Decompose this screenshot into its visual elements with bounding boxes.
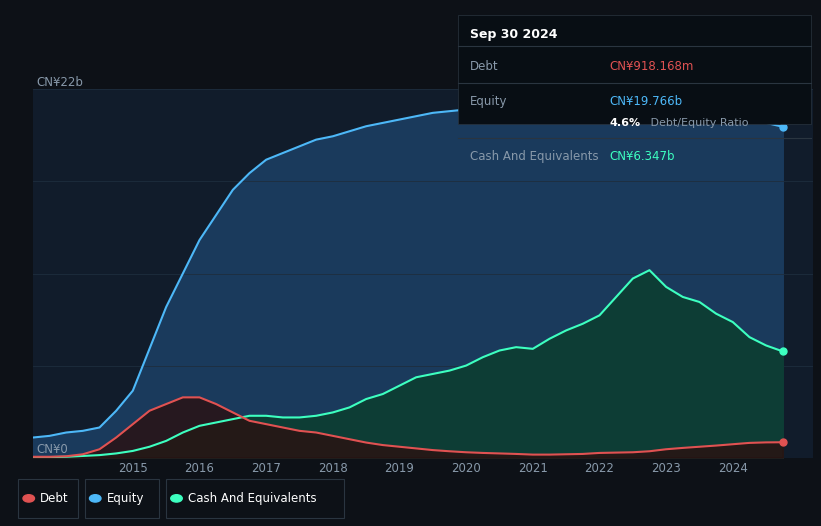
Text: Equity: Equity [107,492,144,505]
Text: Debt/Equity Ratio: Debt/Equity Ratio [647,117,749,128]
Text: Cash And Equivalents: Cash And Equivalents [470,150,599,163]
Text: 4.6%: 4.6% [609,117,640,128]
Text: CN¥19.766b: CN¥19.766b [609,95,682,108]
Text: Cash And Equivalents: Cash And Equivalents [188,492,317,505]
Text: Debt: Debt [470,60,498,73]
Text: Equity: Equity [470,95,507,108]
Text: CN¥0: CN¥0 [37,443,68,456]
Text: CN¥22b: CN¥22b [37,76,84,89]
Text: CN¥918.168m: CN¥918.168m [609,60,694,73]
Text: CN¥6.347b: CN¥6.347b [609,150,675,163]
Text: Sep 30 2024: Sep 30 2024 [470,28,557,41]
Text: Debt: Debt [40,492,69,505]
